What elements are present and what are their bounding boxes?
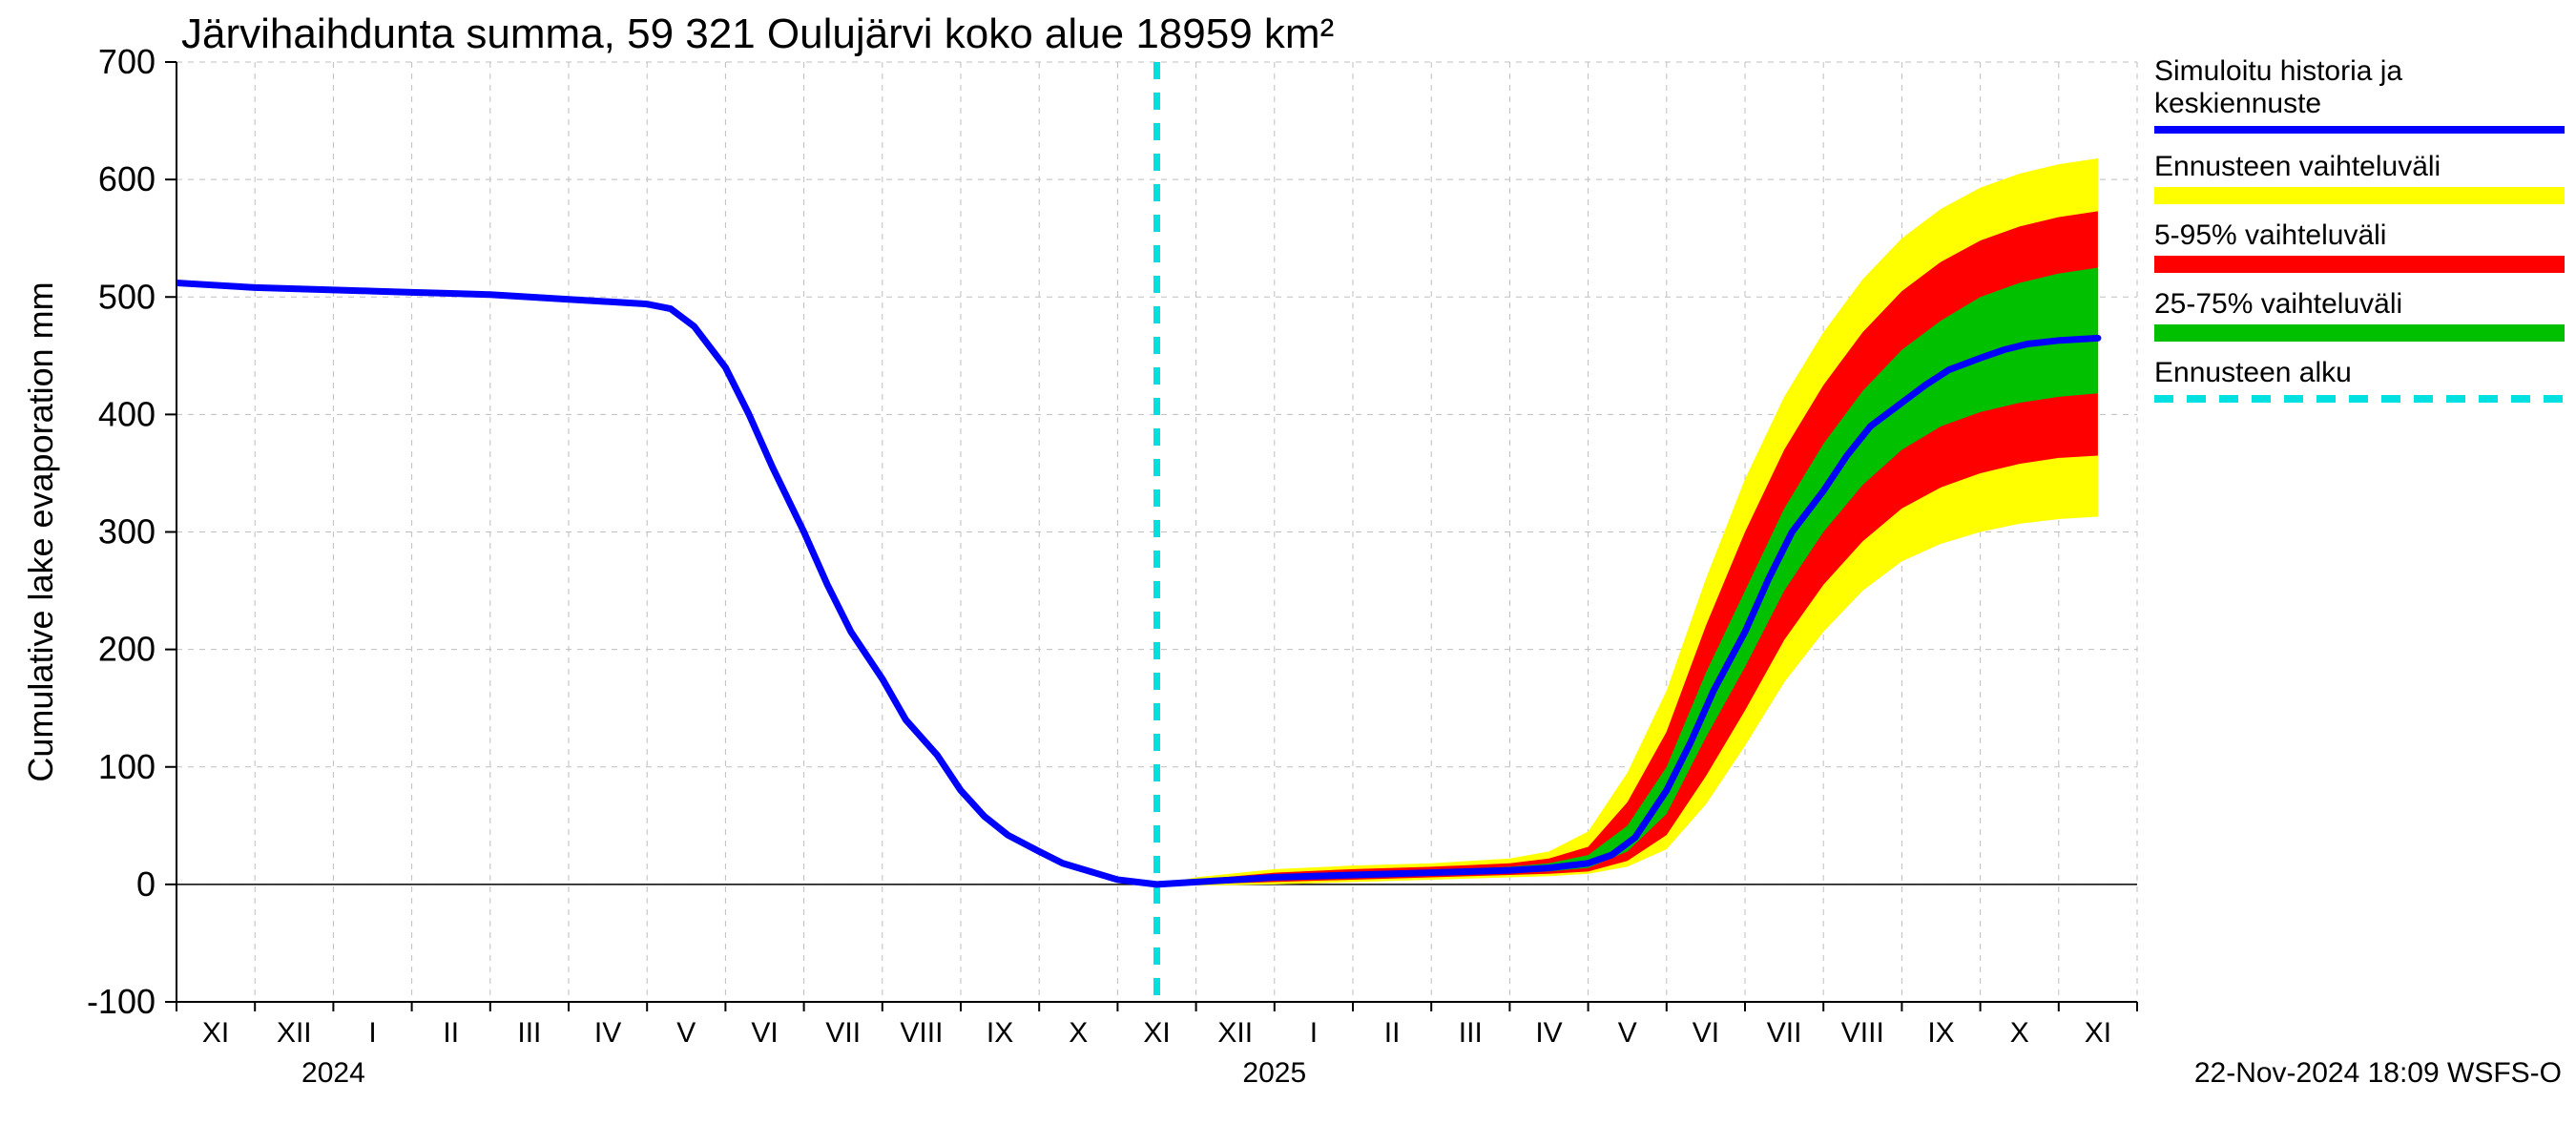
year-label: 2025 bbox=[1242, 1057, 1306, 1089]
month-label: IV bbox=[1535, 1017, 1562, 1049]
month-label: II bbox=[1384, 1017, 1401, 1049]
chart-svg: -1000100200300400500600700XIXIIIIIIIIIVV… bbox=[0, 0, 2576, 1145]
y-tick-label: 600 bbox=[98, 159, 156, 198]
legend-label: Ennusteen alku bbox=[2154, 357, 2352, 388]
month-label: IV bbox=[594, 1017, 621, 1049]
month-label: V bbox=[676, 1017, 696, 1049]
chart-container: -1000100200300400500600700XIXIIIIIIIIIVV… bbox=[0, 0, 2576, 1145]
month-label: III bbox=[1459, 1017, 1483, 1049]
y-tick-label: 100 bbox=[98, 747, 156, 786]
legend-label: Simuloitu historia ja bbox=[2154, 55, 2402, 87]
legend-label: keskiennuste bbox=[2154, 88, 2321, 119]
y-axis-label: Cumulative lake evaporation mm bbox=[21, 281, 60, 781]
month-label: I bbox=[368, 1017, 376, 1049]
legend-swatch bbox=[2154, 256, 2565, 273]
month-label: XI bbox=[202, 1017, 229, 1049]
month-label: IX bbox=[987, 1017, 1013, 1049]
legend-label: 25-75% vaihteluväli bbox=[2154, 288, 2402, 320]
month-label: I bbox=[1310, 1017, 1318, 1049]
y-tick-label: -100 bbox=[87, 982, 156, 1021]
month-label: II bbox=[443, 1017, 459, 1049]
month-label: VI bbox=[751, 1017, 778, 1049]
month-label: VIII bbox=[900, 1017, 943, 1049]
month-label: XI bbox=[1143, 1017, 1170, 1049]
month-label: VII bbox=[825, 1017, 861, 1049]
chart-footer: 22-Nov-2024 18:09 WSFS-O bbox=[2194, 1057, 2562, 1089]
month-label: XII bbox=[1217, 1017, 1253, 1049]
chart-title: Järvihaihdunta summa, 59 321 Oulujärvi k… bbox=[181, 10, 1334, 57]
month-label: XI bbox=[2085, 1017, 2111, 1049]
y-tick-label: 200 bbox=[98, 630, 156, 669]
month-label: X bbox=[1069, 1017, 1088, 1049]
month-label: VI bbox=[1693, 1017, 1719, 1049]
month-label: III bbox=[517, 1017, 541, 1049]
legend-label: Ennusteen vaihteluväli bbox=[2154, 151, 2441, 182]
legend-swatch bbox=[2154, 187, 2565, 204]
y-tick-label: 400 bbox=[98, 394, 156, 433]
year-label: 2024 bbox=[301, 1057, 365, 1089]
month-label: X bbox=[2010, 1017, 2029, 1049]
y-tick-label: 500 bbox=[98, 277, 156, 316]
month-label: V bbox=[1618, 1017, 1637, 1049]
y-tick-label: 300 bbox=[98, 512, 156, 552]
month-label: VII bbox=[1767, 1017, 1802, 1049]
legend-swatch bbox=[2154, 324, 2565, 342]
month-label: XII bbox=[277, 1017, 312, 1049]
legend-label: 5-95% vaihteluväli bbox=[2154, 219, 2386, 251]
month-label: IX bbox=[1927, 1017, 1954, 1049]
y-tick-label: 700 bbox=[98, 42, 156, 81]
month-label: VIII bbox=[1841, 1017, 1884, 1049]
y-tick-label: 0 bbox=[136, 864, 156, 904]
